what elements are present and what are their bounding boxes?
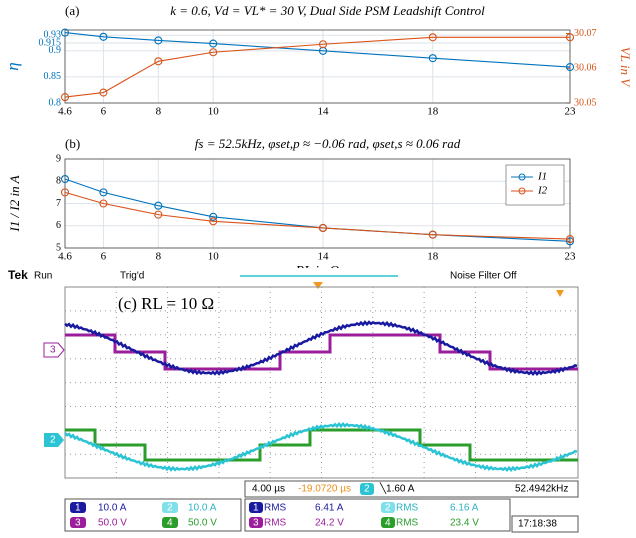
panel-label: (a): [65, 3, 79, 18]
m4-ch: 4: [385, 518, 391, 529]
m4-label: RMS: [396, 518, 419, 529]
m1-label: RMS: [264, 503, 287, 514]
x-tick-label: 8: [156, 251, 162, 263]
clock: 17:18:38: [518, 519, 557, 530]
ch2-marker-label: 2: [50, 435, 56, 446]
annotation: (c) RL = 10 Ω: [118, 294, 214, 313]
x-tick-label: 10: [208, 251, 220, 263]
m4-value: 23.4 V: [450, 518, 479, 529]
ch4-id: 4: [167, 518, 173, 529]
ch3-scale: 50.0 V: [98, 518, 127, 529]
y-tick-label: 0.85: [44, 71, 62, 82]
y-tick-label: 0.93: [44, 30, 62, 41]
ch2-scale: 10.0 A: [188, 503, 217, 514]
m1-ch: 1: [253, 503, 259, 514]
chart-title: k = 0.6, Vd = VL* = 30 V, Dual Side PSM …: [170, 3, 485, 18]
y2-axis-label: VL in V: [618, 47, 633, 89]
y2-tick-label: 30.07: [574, 28, 597, 39]
ch4-scale: 50.0 V: [188, 518, 217, 529]
legend-box: [506, 165, 564, 205]
y-tick-label: 0.8: [49, 97, 62, 108]
trigger-state: Trig'd: [120, 271, 144, 282]
y-tick-label: 8: [56, 176, 61, 187]
time-scale: 4.00 µs: [252, 484, 285, 495]
y-tick-label: 6: [56, 220, 61, 231]
ch1-id: 1: [75, 503, 81, 514]
y-tick-label: 7: [56, 198, 61, 209]
panel-label: (b): [65, 136, 80, 151]
legend-label: I1: [537, 171, 547, 183]
y2-tick-label: 30.05: [574, 97, 597, 108]
y-tick-label: 5: [56, 242, 61, 253]
ch3-id: 3: [75, 518, 81, 529]
m3-value: 24.2 V: [315, 518, 344, 529]
trig-level: ╲1.60 A: [379, 482, 415, 495]
x-tick-label: 14: [317, 106, 329, 118]
y-tick-label: 9: [56, 153, 61, 164]
trig-channel: 2: [364, 484, 370, 495]
scope: Tek Run Trig'd Noise Filter Off (c) RL =…: [0, 268, 636, 538]
x-tick-label: 10: [208, 106, 220, 118]
m1-value: 6.41 A: [315, 503, 344, 514]
m3-ch: 3: [253, 518, 259, 529]
plot-area: [65, 30, 570, 103]
x-tick-label: 6: [101, 106, 107, 118]
frequency: 52.4942kHz: [515, 484, 568, 495]
filter: Noise Filter Off: [450, 271, 517, 282]
x-tick-label: 8: [156, 106, 162, 118]
m2-ch: 2: [385, 503, 391, 514]
y2-tick-label: 30.06: [574, 63, 597, 74]
chart-title: fs = 52.5kHz, φset,p ≈ −0.06 rad, φset,s…: [195, 136, 461, 151]
x-tick-label: 6: [101, 251, 107, 263]
m2-label: RMS: [396, 503, 419, 514]
ch1-scale: 10.0 A: [98, 503, 127, 514]
y-axis-label: η: [3, 62, 22, 70]
status: Run: [34, 271, 52, 282]
m2-value: 6.16 A: [450, 503, 479, 514]
x-tick-label: 23: [565, 251, 577, 263]
ch3-marker-label: 3: [50, 345, 56, 356]
x-tick-label: 18: [427, 251, 439, 263]
brand: Tek: [8, 268, 28, 282]
m3-label: RMS: [264, 518, 287, 529]
legend-label: I2: [537, 185, 548, 197]
y-axis-label: I1 / I2 in A: [7, 175, 22, 232]
x-tick-label: 14: [317, 251, 329, 263]
figure: 4.668101418230.80.850.90.9150.9330.0530.…: [0, 0, 636, 538]
time-position: -19.0720 µs: [298, 484, 351, 495]
ch2-id: 2: [167, 503, 173, 514]
x-tick-label: 18: [427, 106, 439, 118]
